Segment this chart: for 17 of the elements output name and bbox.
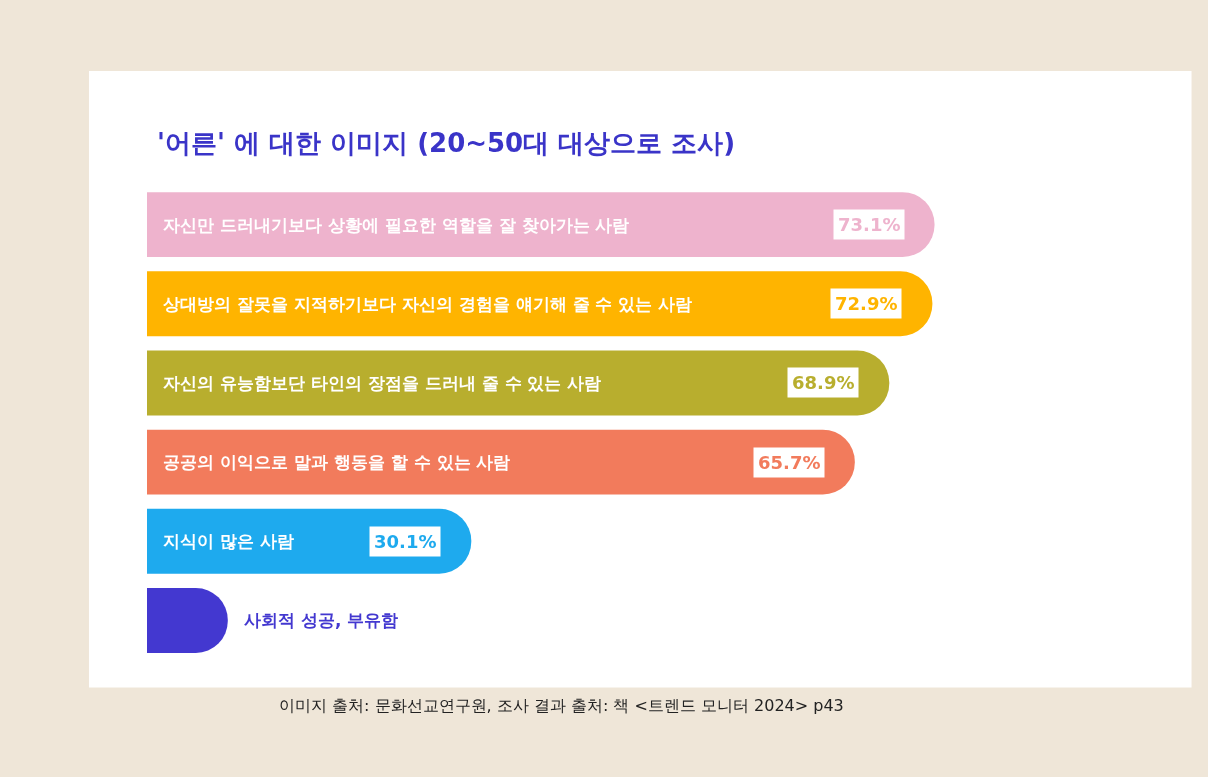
text: 이미지 출처: 문화선교연구원, 조사 결과 출처: 책 <트렌드 모니터 2024> p43	[279, 696, 844, 715]
y-tick-label: 자신의 유능함보단 타인의 장점을 드러내 줄 수 있는 사람	[163, 373, 602, 393]
bar	[147, 350, 890, 416]
chart-title: '어른' 에 대한 이미지 (20~50대 대상으로 조사)	[157, 128, 736, 159]
y-tick-label: 지식이 많은 사람	[163, 531, 294, 551]
bar	[147, 192, 935, 258]
y-tick-label: 자신만 드러내기보다 상황에 필요한 역할을 잘 찾아가는 사람	[163, 215, 630, 235]
data-label: 72.9%	[835, 293, 898, 314]
data-label: 73.1%	[838, 214, 901, 235]
y-tick-label: 상대방의 잘못을 지적하기보다 자신의 경험을 얘기해 줄 수 있는 사람	[163, 294, 693, 314]
y-tick-label: 사회적 성공, 부유함	[244, 610, 399, 630]
bar	[147, 271, 933, 337]
data-label: 30.1%	[374, 531, 437, 552]
data-label: 65.7%	[758, 452, 821, 473]
data-label: 68.9%	[792, 372, 855, 393]
y-tick-label: 공공의 이익으로 말과 행동을 할 수 있는 사람	[163, 452, 511, 472]
bar	[147, 429, 855, 495]
